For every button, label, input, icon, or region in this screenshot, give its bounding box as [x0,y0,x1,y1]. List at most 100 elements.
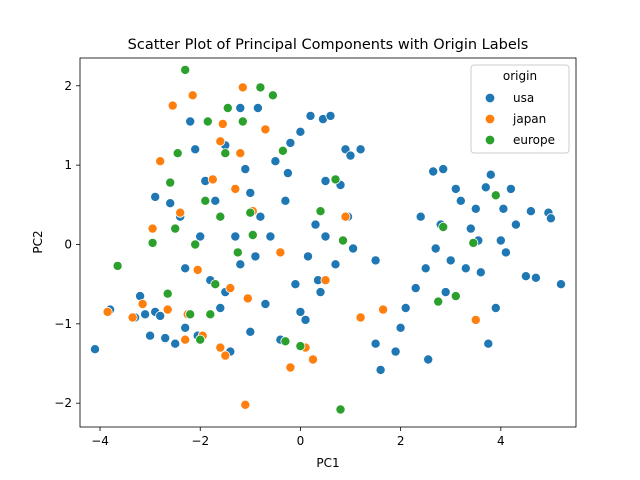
point-japan [378,304,389,315]
point-usa [500,247,511,258]
point-europe [215,211,226,222]
point-europe [112,260,123,271]
point-europe [232,247,243,258]
y-tick-label: 2 [64,79,72,93]
point-europe [220,148,231,159]
point-usa [305,110,316,121]
point-japan [235,148,246,159]
point-usa [295,306,306,317]
point-usa [530,272,541,283]
x-tick-label: 2 [397,434,405,448]
point-europe [147,237,158,248]
point-europe [315,206,326,217]
point-usa [428,166,439,177]
point-europe [195,334,206,345]
point-usa [470,203,481,214]
point-usa [400,302,411,313]
point-usa [420,263,431,274]
point-japan [175,207,186,218]
point-japan [162,304,173,315]
point-usa [180,263,191,274]
point-usa [520,271,531,282]
point-usa [498,203,509,214]
y-ticks: −2 −1 0 1 2 [54,79,80,410]
point-europe [205,309,216,320]
point-usa [440,287,451,298]
point-usa [330,259,341,270]
point-europe [185,309,196,320]
point-europe [165,177,176,188]
point-japan [167,100,178,111]
point-europe [330,174,341,185]
x-tick-label: 0 [297,434,305,448]
point-usa [90,344,101,355]
point-europe [335,404,346,415]
point-japan [215,342,226,353]
point-usa [505,183,516,194]
point-europe [267,90,278,101]
point-usa [145,330,156,341]
point-usa [245,187,256,198]
x-ticks: −4 −2 0 2 4 [91,427,505,448]
point-usa [325,110,336,121]
point-usa [348,243,359,254]
point-europe [172,148,183,159]
point-japan [470,314,481,325]
point-europe [202,116,213,127]
point-japan [187,90,198,101]
legend-label-usa: usa [513,91,534,105]
point-japan [240,399,251,410]
point-japan [275,247,286,258]
points-layer [90,64,567,415]
point-japan [230,183,241,194]
point-usa [252,103,263,114]
point-japan [147,223,158,234]
point-japan [260,124,271,135]
point-usa [556,279,567,290]
point-usa [295,126,306,137]
y-tick-label: 0 [64,237,72,251]
point-usa [483,338,494,349]
legend-label-europe: europe [513,133,555,147]
point-japan [192,264,203,275]
point-usa [140,309,151,320]
point-usa [410,283,421,294]
point-usa [260,298,271,309]
point-japan [320,275,331,286]
point-usa [170,338,181,349]
point-usa [150,191,161,202]
point-usa [315,287,326,298]
point-usa [480,182,491,193]
point-europe [450,291,461,302]
x-tick-label: −2 [191,434,209,448]
legend-label-japan: japan [512,112,546,126]
point-europe [277,145,288,156]
point-usa [370,338,381,349]
point-usa [235,259,246,270]
point-europe [222,103,233,114]
x-axis-label: PC1 [316,456,339,470]
point-usa [525,206,536,217]
y-tick-label: 1 [64,158,72,172]
point-usa [290,279,301,290]
point-usa [185,116,196,127]
y-tick-label: −1 [54,317,72,331]
point-europe [255,82,266,93]
point-usa [190,144,201,155]
point-japan [217,118,228,129]
legend-marker-europe [484,134,496,146]
point-usa [445,255,456,266]
point-usa [395,322,406,333]
point-europe [490,190,501,201]
point-europe [337,235,348,246]
point-europe [190,239,201,250]
legend-title: origin [503,69,537,83]
point-usa [160,333,171,344]
point-usa [235,103,246,114]
point-japan [155,156,166,167]
point-usa [390,346,401,357]
point-usa [490,302,501,313]
point-usa [370,255,381,266]
point-japan [340,211,351,222]
point-usa [460,263,471,274]
